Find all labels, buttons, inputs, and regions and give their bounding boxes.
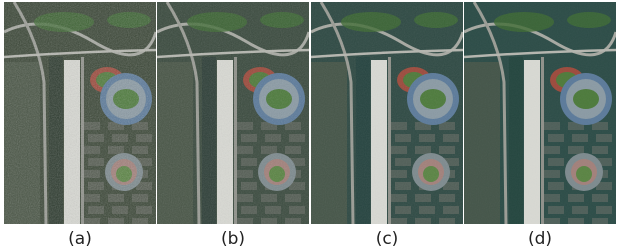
panel-content [4,2,156,226]
panel-label: (c) [376,229,399,249]
panel-content [464,2,616,226]
panel-content [157,2,309,226]
image-panel [157,2,309,226]
image-panel [464,2,616,226]
panel-label: (b) [221,229,245,249]
panel-label: (d) [528,229,552,249]
panel-label: (a) [68,229,92,249]
noise [4,2,156,224]
image-panel [4,2,156,226]
noise [157,2,309,224]
figure: (a) (b) (c) (d) [0,0,617,252]
noise [464,2,616,224]
image-panel [311,2,463,226]
noise [311,2,463,224]
panel-content [311,2,463,226]
